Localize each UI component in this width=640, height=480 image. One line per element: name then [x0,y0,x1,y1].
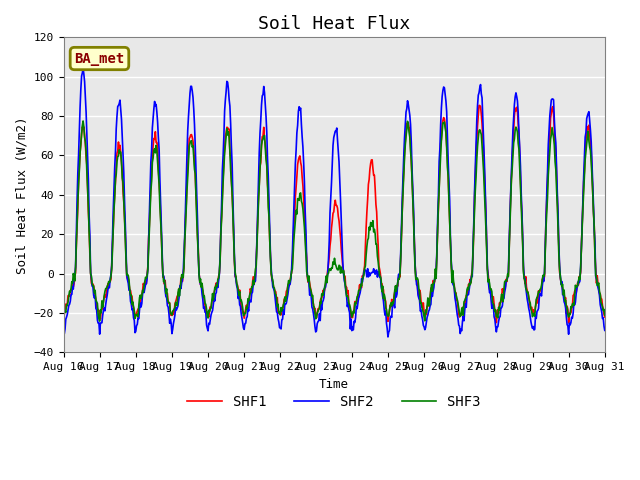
SHF2 [60,329,67,335]
SHF1 [70,284,77,290]
Line: SHF2: SHF2 [63,68,605,337]
SHF3 [96,318,104,324]
SHF1 [60,312,67,318]
SHF3 [601,312,609,318]
SHF3 [60,312,67,318]
SHF2 [384,334,392,340]
SHF1 [416,287,424,293]
Text: BA_met: BA_met [74,51,125,66]
SHF1 [400,169,408,175]
Line: SHF1: SHF1 [63,106,605,323]
SHF1 [476,103,483,108]
SHF3 [182,224,189,230]
Title: Soil Heat Flux: Soil Heat Flux [258,15,410,33]
SHF2 [126,287,134,293]
SHF1 [125,281,133,287]
Legend: SHF1, SHF2, SHF3: SHF1, SHF2, SHF3 [182,389,486,415]
SHF1 [564,320,572,325]
SHF3 [79,118,87,124]
SHF3 [210,291,218,297]
X-axis label: Time: Time [319,377,349,391]
SHF2 [209,302,217,308]
SHF2 [417,307,425,313]
SHF2 [70,286,77,292]
SHF2 [601,327,609,333]
SHF3 [401,142,409,148]
Line: SHF3: SHF3 [63,121,605,321]
SHF2 [79,65,87,71]
SHF1 [180,265,188,271]
SHF2 [181,233,189,239]
SHF3 [70,271,77,276]
SHF1 [209,297,216,302]
SHF3 [417,300,425,306]
SHF3 [127,292,134,298]
SHF2 [401,122,409,128]
Y-axis label: Soil Heat Flux (W/m2): Soil Heat Flux (W/m2) [15,116,28,274]
SHF1 [601,314,609,320]
